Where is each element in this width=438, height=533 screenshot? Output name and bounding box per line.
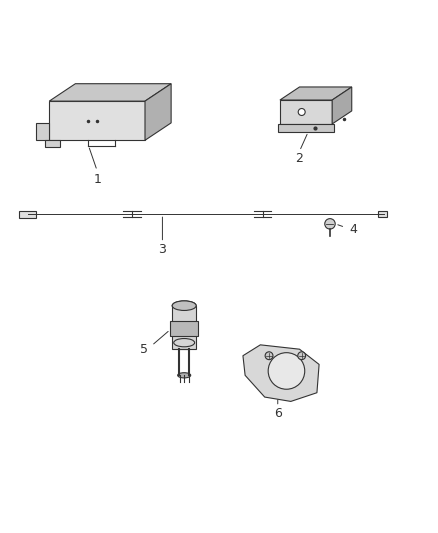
Text: 6: 6: [274, 407, 282, 420]
Text: 2: 2: [296, 152, 304, 165]
Polygon shape: [49, 84, 171, 101]
Polygon shape: [278, 124, 334, 132]
Ellipse shape: [172, 301, 196, 310]
Ellipse shape: [172, 301, 196, 310]
Polygon shape: [172, 305, 196, 349]
Polygon shape: [332, 87, 352, 124]
Polygon shape: [145, 84, 171, 140]
Text: 4: 4: [349, 223, 357, 236]
Text: 5: 5: [140, 343, 148, 356]
Ellipse shape: [178, 373, 191, 378]
FancyBboxPatch shape: [378, 211, 387, 217]
Polygon shape: [36, 123, 49, 140]
Text: 3: 3: [159, 243, 166, 256]
Circle shape: [325, 219, 335, 229]
Circle shape: [298, 352, 306, 360]
Circle shape: [265, 352, 273, 360]
Polygon shape: [280, 87, 352, 100]
FancyBboxPatch shape: [19, 211, 36, 218]
Polygon shape: [280, 100, 332, 124]
Text: 1: 1: [93, 173, 101, 186]
Polygon shape: [170, 321, 198, 336]
Circle shape: [298, 109, 305, 116]
Polygon shape: [49, 101, 145, 140]
Circle shape: [268, 353, 305, 389]
Polygon shape: [243, 345, 319, 401]
Polygon shape: [45, 140, 60, 147]
